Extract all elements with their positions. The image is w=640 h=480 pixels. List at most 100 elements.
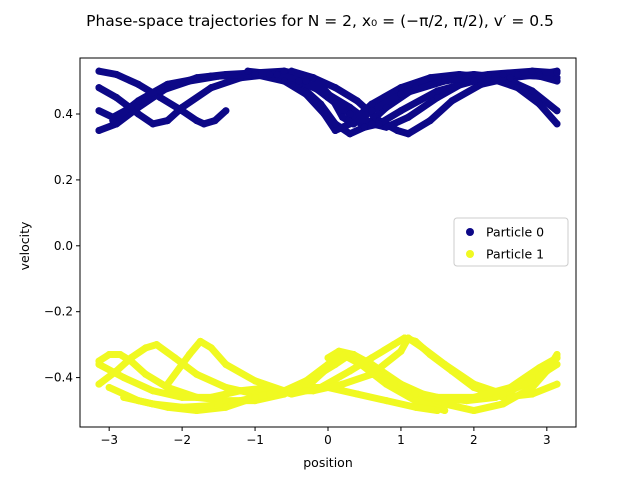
data-point <box>196 337 204 345</box>
trajectory-segment <box>382 397 420 411</box>
data-point <box>185 351 193 359</box>
x-tick-label: 3 <box>543 433 551 447</box>
data-point <box>426 117 434 125</box>
data-point <box>302 377 310 385</box>
data-point <box>397 347 405 355</box>
data-point <box>251 393 259 401</box>
data-point <box>95 67 103 75</box>
data-point <box>426 351 434 359</box>
data-point <box>164 117 172 125</box>
data-point <box>528 67 536 75</box>
trajectory-segment <box>412 403 441 415</box>
trajectory-segment <box>528 380 561 398</box>
data-point <box>426 74 434 82</box>
data-point <box>353 390 361 398</box>
data-point <box>134 97 142 105</box>
trajectory-segment <box>350 107 376 128</box>
data-point <box>127 354 135 362</box>
data-point <box>317 383 325 391</box>
data-point <box>470 393 478 401</box>
data-point <box>164 403 172 411</box>
data-point <box>553 74 561 82</box>
trajectory-segment <box>109 97 142 125</box>
data-point <box>412 390 420 398</box>
chart-title: Phase-space trajectories for N = 2, x₀ =… <box>86 12 554 30</box>
data-point <box>211 117 219 125</box>
series-layer <box>95 67 561 415</box>
x-tick-label: 1 <box>397 433 405 447</box>
data-point <box>397 90 405 98</box>
data-point <box>553 120 561 128</box>
trajectory-segment <box>441 360 478 388</box>
data-point <box>127 103 135 111</box>
trajectory-segment <box>112 103 142 128</box>
data-point <box>302 90 310 98</box>
data-point <box>164 80 172 88</box>
trajectory-segment <box>236 383 274 395</box>
data-point <box>324 360 332 368</box>
data-point <box>368 360 376 368</box>
trajectory-segment <box>328 94 347 121</box>
data-point <box>463 77 471 85</box>
data-point <box>317 100 325 108</box>
data-point <box>528 374 536 382</box>
data-point <box>236 397 244 405</box>
trajectory-segment <box>536 100 561 128</box>
legend: Particle 0 Particle 1 <box>453 217 569 267</box>
data-point <box>222 383 230 391</box>
data-point <box>553 107 561 115</box>
data-point <box>470 380 478 388</box>
data-point <box>514 70 522 78</box>
data-point <box>95 360 103 368</box>
trajectory-segment <box>514 84 544 108</box>
data-point <box>331 357 339 365</box>
data-point <box>441 400 449 408</box>
data-point <box>441 407 449 415</box>
data-point <box>324 383 332 391</box>
data-point <box>295 383 303 391</box>
trajectory-segment <box>171 354 201 378</box>
data-point <box>553 360 561 368</box>
data-point <box>528 383 536 391</box>
x-tick-label: 2 <box>470 433 478 447</box>
data-point <box>382 397 390 405</box>
trajectory-segment <box>112 70 142 88</box>
legend-label: Particle 0 <box>486 225 544 240</box>
data-point <box>149 120 157 128</box>
data-point <box>499 400 507 408</box>
trajectory-segment <box>528 67 561 77</box>
data-point <box>499 390 507 398</box>
data-point <box>484 70 492 78</box>
trajectory-segment <box>207 74 244 92</box>
trajectory-segment <box>95 360 128 382</box>
data-point <box>536 100 544 108</box>
data-point <box>339 113 347 121</box>
data-point <box>207 393 215 401</box>
y-tick-label: 0.0 <box>54 239 73 253</box>
data-point <box>368 120 376 128</box>
data-point <box>360 123 368 131</box>
y-tick-label: 0.4 <box>54 107 73 121</box>
data-point <box>309 74 317 82</box>
data-point <box>149 387 157 395</box>
data-point <box>470 77 478 85</box>
data-point <box>521 380 529 388</box>
data-point <box>320 110 328 118</box>
trajectory-segment <box>207 387 244 401</box>
data-point <box>193 74 201 82</box>
trajectory-segment <box>368 84 405 108</box>
trajectory-segment <box>120 374 157 395</box>
data-point <box>448 97 456 105</box>
data-point <box>397 380 405 388</box>
x-axis-label: position <box>303 455 353 470</box>
trajectory-segment <box>506 364 544 391</box>
data-point <box>536 364 544 372</box>
data-point <box>280 77 288 85</box>
data-point <box>207 402 215 410</box>
data-point <box>426 393 434 401</box>
data-point <box>346 130 354 138</box>
trajectory-segment <box>382 380 420 405</box>
data-point <box>156 94 164 102</box>
data-point <box>536 72 544 80</box>
trajectory-segment <box>288 67 317 82</box>
